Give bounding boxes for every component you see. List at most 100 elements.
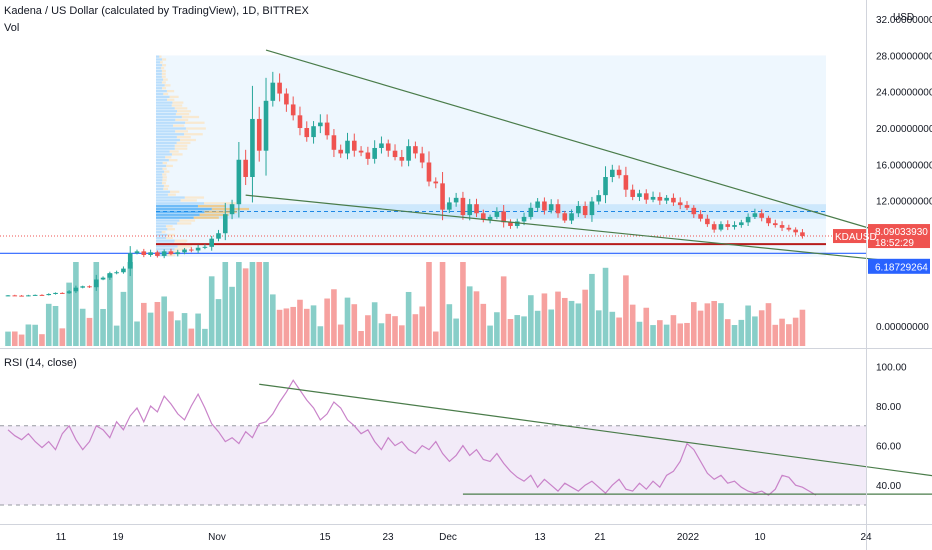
candle-body: [460, 197, 466, 216]
volume-profile-row: [156, 161, 163, 165]
price-trendline[interactable]: [245, 194, 905, 263]
volume-profile-row: [156, 156, 166, 159]
candle-body: [290, 104, 296, 116]
candle-body: [582, 206, 588, 216]
volume-bar: [697, 310, 704, 346]
volume-bar: [738, 319, 745, 346]
candle-body: [161, 251, 167, 256]
volume-profile-row: [156, 216, 194, 219]
volume-profile-row: [166, 236, 173, 239]
volume-bar: [93, 262, 100, 346]
volume-profile-row: [160, 61, 163, 64]
volume-bar: [45, 303, 52, 346]
volume-bar: [500, 276, 507, 346]
candle-body: [562, 213, 568, 221]
volume-bar: [684, 322, 690, 346]
volume-profile-row: [156, 159, 169, 162]
volume-profile-row: [156, 66, 161, 70]
candle-body: [182, 249, 187, 253]
volume-profile-row: [156, 202, 205, 205]
volume-profile-row: [156, 133, 185, 136]
candle-body: [745, 216, 751, 223]
rsi-line: [7, 379, 817, 496]
volume-profile-row: [156, 55, 160, 58]
volume-bar: [548, 309, 554, 346]
volume-profile-row: [185, 127, 206, 130]
last-price-label: 8.09033930: [875, 227, 928, 238]
volume-bar: [270, 294, 276, 346]
volume-bar: [752, 316, 758, 346]
volume-bar: [711, 300, 717, 346]
volume-profile-row: [175, 118, 189, 122]
volume-profile-row: [156, 136, 177, 139]
candle-body: [46, 294, 52, 296]
volume-bar: [276, 309, 283, 346]
volume-bar: [514, 315, 521, 346]
price-trendline[interactable]: [265, 49, 878, 232]
candle-body: [671, 197, 676, 203]
time-tick-label: 13: [534, 532, 546, 543]
candle-body: [216, 233, 221, 239]
volume-bar: [460, 262, 466, 346]
rsi-pane[interactable]: [0, 379, 932, 506]
price-pane[interactable]: [0, 49, 905, 346]
volume-profile-row: [162, 58, 167, 61]
volume-profile-row: [176, 141, 191, 145]
volume-profile-row: [171, 153, 183, 156]
volume-profile-row: [184, 133, 203, 136]
volume-bar: [161, 296, 167, 346]
candle-body: [725, 224, 731, 227]
volume-profile-row: [156, 104, 172, 107]
volume-profile-row: [167, 233, 175, 237]
candle-body: [277, 82, 282, 94]
volume-bar: [188, 328, 195, 346]
volume-bar: [385, 313, 392, 346]
volume-profile-row: [162, 179, 167, 182]
volume-bar: [86, 317, 93, 346]
candle-body: [630, 189, 635, 197]
volume-bar: [66, 282, 72, 346]
volume-bar: [236, 262, 242, 346]
volume-profile-row: [156, 230, 162, 234]
volume-profile-row: [170, 190, 180, 193]
volume-profile-row: [161, 69, 166, 73]
volume-profile-row: [156, 75, 162, 78]
candle-body: [684, 205, 690, 208]
candle-body: [121, 268, 126, 273]
volume-profile-row: [177, 222, 192, 225]
volume-profile-row: [162, 176, 167, 179]
volume-profile-row: [156, 118, 176, 122]
volume-bar: [534, 310, 541, 346]
candle-body: [358, 150, 364, 153]
volume-profile-row: [156, 213, 200, 216]
time-tick-label: 11: [56, 532, 67, 543]
rsi-trendline[interactable]: [259, 383, 932, 479]
volume-bar: [779, 318, 785, 346]
candle-body: [528, 207, 534, 217]
candle-body: [155, 252, 160, 256]
volume-bar: [392, 316, 398, 346]
volume-bar: [127, 262, 134, 346]
price-tick-label: 24.00000000: [876, 88, 932, 99]
volume-profile-row: [156, 176, 163, 179]
candle-body: [392, 150, 398, 158]
volume-profile-row: [162, 161, 168, 165]
candle-body: [338, 149, 344, 154]
candle-body: [447, 202, 452, 210]
volume-profile-row: [169, 150, 179, 153]
volume-profile-row: [156, 138, 180, 142]
volume-bar: [154, 301, 161, 346]
volume-profile-row: [204, 202, 237, 205]
time-tick-label: 24: [860, 532, 872, 543]
volume-bar: [100, 308, 106, 346]
candle-body: [134, 251, 140, 254]
volume-bar: [147, 312, 154, 346]
volume-profile-row: [156, 144, 175, 147]
volume-bar: [242, 268, 249, 346]
candle-body: [419, 153, 425, 163]
candle-body: [202, 246, 208, 248]
candle-body: [650, 196, 656, 200]
volume-profile-row: [156, 153, 172, 156]
candle-body: [623, 175, 629, 190]
